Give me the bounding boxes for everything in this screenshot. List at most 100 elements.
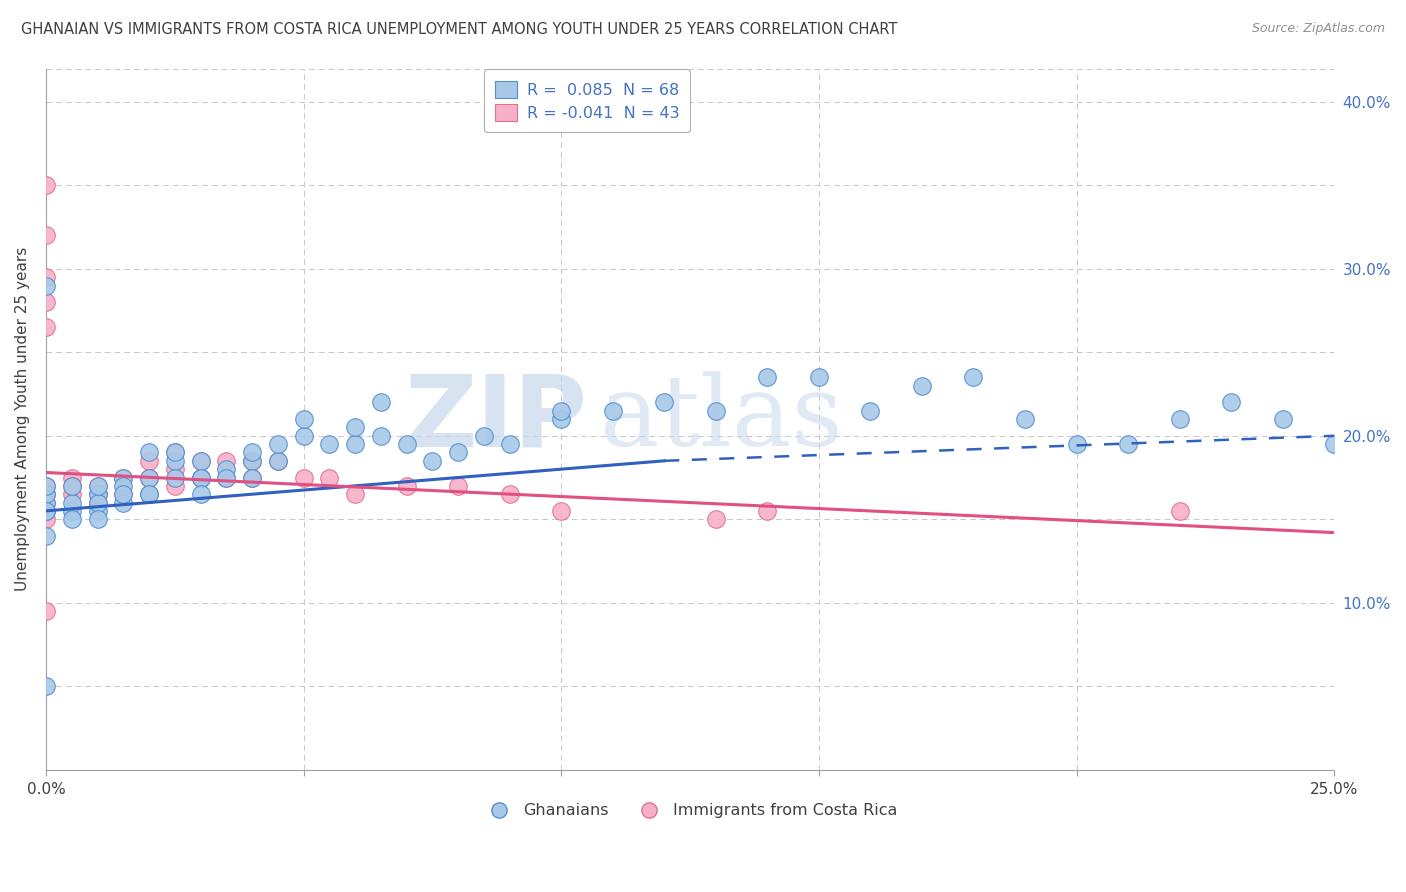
Point [292, 429, 315, 443]
Point [86, 495, 108, 509]
Point [240, 445, 263, 459]
Point [86, 504, 108, 518]
Point [240, 470, 263, 484]
Point [163, 479, 186, 493]
Point [35, 504, 58, 518]
Point [112, 487, 135, 501]
Point [344, 420, 367, 434]
Point [35, 529, 58, 543]
Point [35, 487, 58, 501]
Point [602, 403, 624, 417]
Point [499, 437, 522, 451]
Text: Source: ZipAtlas.com: Source: ZipAtlas.com [1251, 22, 1385, 36]
Point [35, 278, 58, 293]
Point [86, 495, 108, 509]
Point [35, 270, 58, 285]
Point [112, 487, 135, 501]
Point [1066, 437, 1088, 451]
Point [112, 470, 135, 484]
Point [267, 454, 290, 468]
Point [240, 470, 263, 484]
Point [370, 429, 392, 443]
Point [190, 487, 212, 501]
Point [1271, 412, 1294, 426]
Point [60, 504, 83, 518]
Point [35, 495, 58, 509]
Legend: Ghanaians, Immigrants from Costa Rica: Ghanaians, Immigrants from Costa Rica [477, 797, 903, 825]
Point [35, 679, 58, 693]
Point [652, 395, 675, 409]
Point [190, 470, 212, 484]
Point [60, 495, 83, 509]
Text: ZIP: ZIP [404, 370, 588, 467]
Point [138, 470, 160, 484]
Point [756, 370, 779, 384]
Point [60, 479, 83, 493]
Point [35, 512, 58, 526]
Point [215, 470, 238, 484]
Point [318, 470, 340, 484]
Point [35, 320, 58, 334]
Point [267, 454, 290, 468]
Point [240, 454, 263, 468]
Point [163, 470, 186, 484]
Point [215, 470, 238, 484]
Point [138, 470, 160, 484]
Point [138, 487, 160, 501]
Point [472, 429, 495, 443]
Point [1168, 412, 1191, 426]
Point [163, 445, 186, 459]
Point [138, 454, 160, 468]
Point [35, 295, 58, 310]
Point [112, 479, 135, 493]
Point [807, 370, 830, 384]
Point [35, 504, 58, 518]
Point [60, 512, 83, 526]
Y-axis label: Unemployment Among Youth under 25 years: Unemployment Among Youth under 25 years [15, 247, 30, 591]
Point [370, 395, 392, 409]
Point [422, 454, 444, 468]
Point [35, 487, 58, 501]
Point [35, 504, 58, 518]
Point [112, 495, 135, 509]
Point [60, 479, 83, 493]
Point [138, 445, 160, 459]
Point [1323, 437, 1346, 451]
Point [190, 454, 212, 468]
Point [86, 512, 108, 526]
Point [267, 437, 290, 451]
Point [138, 487, 160, 501]
Point [86, 479, 108, 493]
Point [163, 462, 186, 476]
Point [163, 445, 186, 459]
Point [35, 479, 58, 493]
Point [190, 470, 212, 484]
Point [292, 470, 315, 484]
Point [35, 604, 58, 618]
Point [859, 403, 882, 417]
Point [344, 487, 367, 501]
Point [35, 487, 58, 501]
Point [704, 403, 727, 417]
Point [215, 454, 238, 468]
Point [60, 470, 83, 484]
Point [1116, 437, 1139, 451]
Point [1014, 412, 1036, 426]
Point [190, 470, 212, 484]
Point [86, 479, 108, 493]
Point [447, 445, 470, 459]
Point [447, 479, 470, 493]
Point [704, 512, 727, 526]
Point [499, 487, 522, 501]
Point [86, 487, 108, 501]
Point [756, 504, 779, 518]
Point [292, 412, 315, 426]
Point [190, 454, 212, 468]
Point [35, 504, 58, 518]
Point [86, 487, 108, 501]
Point [1220, 395, 1243, 409]
Point [318, 437, 340, 451]
Point [962, 370, 984, 384]
Point [911, 378, 934, 392]
Point [35, 178, 58, 193]
